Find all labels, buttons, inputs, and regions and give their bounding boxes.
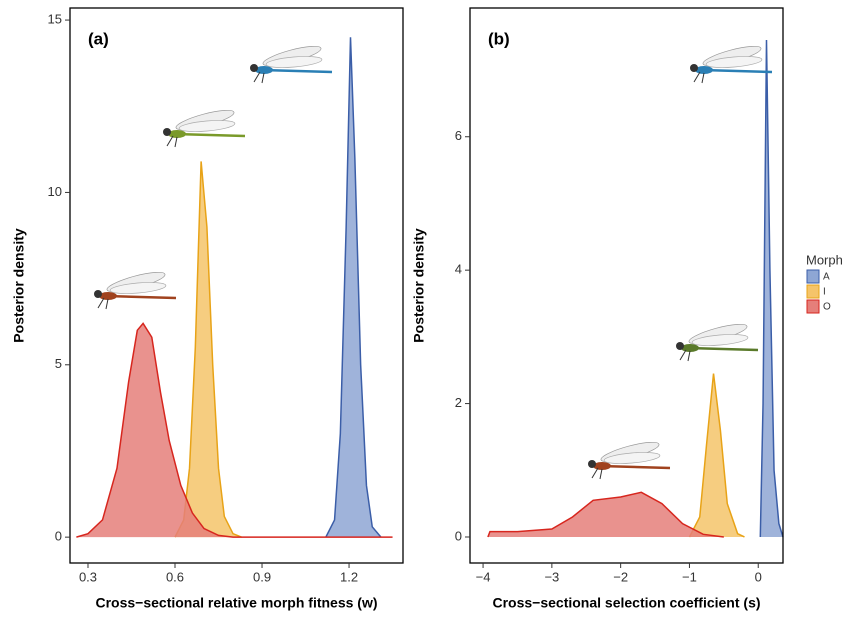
y-tick-label: 10 bbox=[48, 184, 62, 199]
x-tick-label: 1.2 bbox=[340, 569, 358, 584]
legend-label: I bbox=[823, 287, 826, 298]
legend-title: Morph bbox=[806, 252, 843, 267]
dragonfly-icon bbox=[161, 105, 247, 149]
x-axis-label: Cross−sectional selection coefficient (s… bbox=[492, 595, 760, 611]
dragonfly-icon bbox=[674, 319, 760, 363]
plot-frame bbox=[69, 7, 404, 564]
density-area bbox=[759, 40, 784, 538]
x-tick-label: −4 bbox=[476, 569, 491, 584]
density-area bbox=[76, 322, 393, 538]
y-tick-label: 2 bbox=[455, 395, 462, 410]
x-tick-label: 0.9 bbox=[253, 569, 271, 584]
y-axis-label: Posterior density bbox=[411, 228, 427, 343]
x-tick-label: 0.3 bbox=[79, 569, 97, 584]
y-tick-label: 4 bbox=[455, 262, 462, 277]
dragonfly-icon bbox=[688, 41, 774, 85]
panel-label: (a) bbox=[88, 29, 109, 48]
x-tick-label: 0 bbox=[755, 569, 762, 584]
y-tick-label: 0 bbox=[55, 529, 62, 544]
panel-label: (b) bbox=[488, 29, 510, 48]
legend-label: A bbox=[823, 272, 830, 283]
legend-swatch bbox=[806, 269, 820, 284]
y-tick-label: 0 bbox=[455, 528, 462, 543]
plot-frame bbox=[469, 7, 784, 564]
x-axis-label: Cross−sectional relative morph fitness (… bbox=[95, 595, 377, 611]
y-axis-label: Posterior density bbox=[11, 228, 27, 343]
x-tick-label: −1 bbox=[682, 569, 697, 584]
dragonfly-icon bbox=[586, 437, 672, 481]
dragonfly-icon bbox=[248, 41, 334, 85]
x-tick-label: −3 bbox=[544, 569, 559, 584]
density-area bbox=[688, 373, 745, 538]
density-area bbox=[487, 491, 724, 538]
density-area bbox=[174, 161, 242, 538]
legend-swatch bbox=[806, 284, 820, 299]
y-tick-label: 6 bbox=[455, 128, 462, 143]
y-tick-label: 15 bbox=[48, 12, 62, 27]
x-tick-label: −2 bbox=[613, 569, 628, 584]
y-tick-label: 5 bbox=[55, 356, 62, 371]
dragonfly-icon bbox=[92, 267, 178, 311]
legend-swatch bbox=[806, 299, 820, 314]
x-tick-label: 0.6 bbox=[166, 569, 184, 584]
density-area bbox=[325, 37, 382, 538]
legend-label: O bbox=[823, 302, 831, 313]
